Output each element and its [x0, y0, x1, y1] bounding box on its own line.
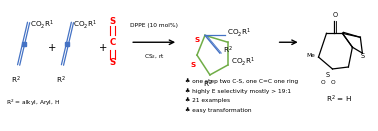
- Text: CS$_2$, rt: CS$_2$, rt: [144, 52, 164, 61]
- Text: ♣ one step two C-S, one C=C one ring: ♣ one step two C-S, one C=C one ring: [185, 78, 298, 84]
- Text: DPPE (10 mol%): DPPE (10 mol%): [130, 23, 178, 28]
- Text: S: S: [325, 72, 330, 78]
- Text: ♣ easy transformation: ♣ easy transformation: [185, 108, 251, 113]
- Text: O: O: [333, 12, 338, 18]
- Text: CO$_2$R$^1$: CO$_2$R$^1$: [231, 56, 255, 68]
- Text: R$^2$ = H: R$^2$ = H: [327, 93, 352, 105]
- Text: R$^2$: R$^2$: [203, 79, 213, 90]
- Text: ♣ highly E selectivity mostly > 19:1: ♣ highly E selectivity mostly > 19:1: [185, 88, 291, 94]
- Text: R$^2$: R$^2$: [223, 45, 232, 56]
- Text: S: S: [360, 53, 364, 59]
- Text: +: +: [48, 43, 57, 53]
- Text: O: O: [330, 80, 335, 85]
- Text: O: O: [320, 80, 325, 85]
- Text: S: S: [194, 37, 200, 43]
- Text: CO$_2$R$^1$: CO$_2$R$^1$: [227, 26, 251, 39]
- Text: +: +: [99, 43, 107, 53]
- Text: CO$_2$R$^1$: CO$_2$R$^1$: [29, 18, 54, 31]
- Text: C: C: [109, 38, 115, 47]
- Text: R$^2$: R$^2$: [11, 75, 20, 86]
- Text: CO$_2$R$^1$: CO$_2$R$^1$: [73, 18, 98, 31]
- Text: R$^2$ = alkyl, Aryl, H: R$^2$ = alkyl, Aryl, H: [6, 98, 60, 108]
- Text: Me: Me: [307, 53, 316, 58]
- Text: ♣ 21 examples: ♣ 21 examples: [185, 98, 230, 103]
- Text: S: S: [191, 62, 195, 68]
- Text: R$^2$: R$^2$: [56, 75, 66, 86]
- Text: S: S: [109, 17, 115, 26]
- Text: S: S: [109, 58, 115, 67]
